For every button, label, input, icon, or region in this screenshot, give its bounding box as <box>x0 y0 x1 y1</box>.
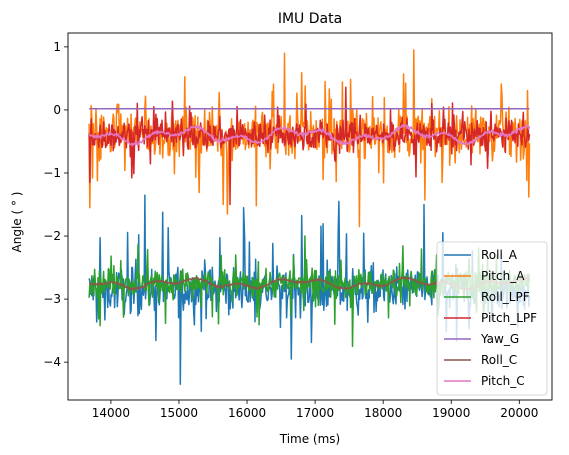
legend-label: Pitch_C <box>481 374 525 388</box>
y-tick-label: −1 <box>43 166 61 180</box>
series-line-pitch-c <box>88 123 531 147</box>
y-tick-label: 0 <box>53 103 61 117</box>
legend: Roll_A Pitch_A Roll_LPF Pitch_LPF Yaw_G Roll_… <box>436 241 548 396</box>
y-tick-label: 1 <box>53 40 61 54</box>
y-tick-label: −3 <box>43 292 61 306</box>
legend-label: Pitch_LPF <box>481 311 537 325</box>
x-axis-title: Time (ms) <box>279 432 341 446</box>
plot-area-frame <box>67 32 553 401</box>
x-tick-label: 18000 <box>364 406 402 420</box>
legend-label: Roll_A <box>481 248 518 262</box>
legend-label: Roll_LPF <box>481 290 530 304</box>
x-tick-label: 16000 <box>228 406 266 420</box>
chart-title: IMU Data <box>278 11 342 27</box>
y-axis-title: Angle ( ° ) <box>10 192 24 253</box>
legend-label: Pitch_A <box>481 269 525 283</box>
y-tick-label: −2 <box>43 229 61 243</box>
legend-box <box>436 241 548 396</box>
x-tick-label: 20000 <box>500 406 538 420</box>
x-tick-label: 15000 <box>160 406 198 420</box>
legend-label: Roll_C <box>481 353 517 367</box>
x-tick-label: 17000 <box>296 406 334 420</box>
x-tick-label: 19000 <box>432 406 470 420</box>
y-tick-label: −4 <box>43 355 61 369</box>
legend-label: Yaw_G <box>480 332 519 346</box>
x-tick-label: 14000 <box>92 406 130 420</box>
